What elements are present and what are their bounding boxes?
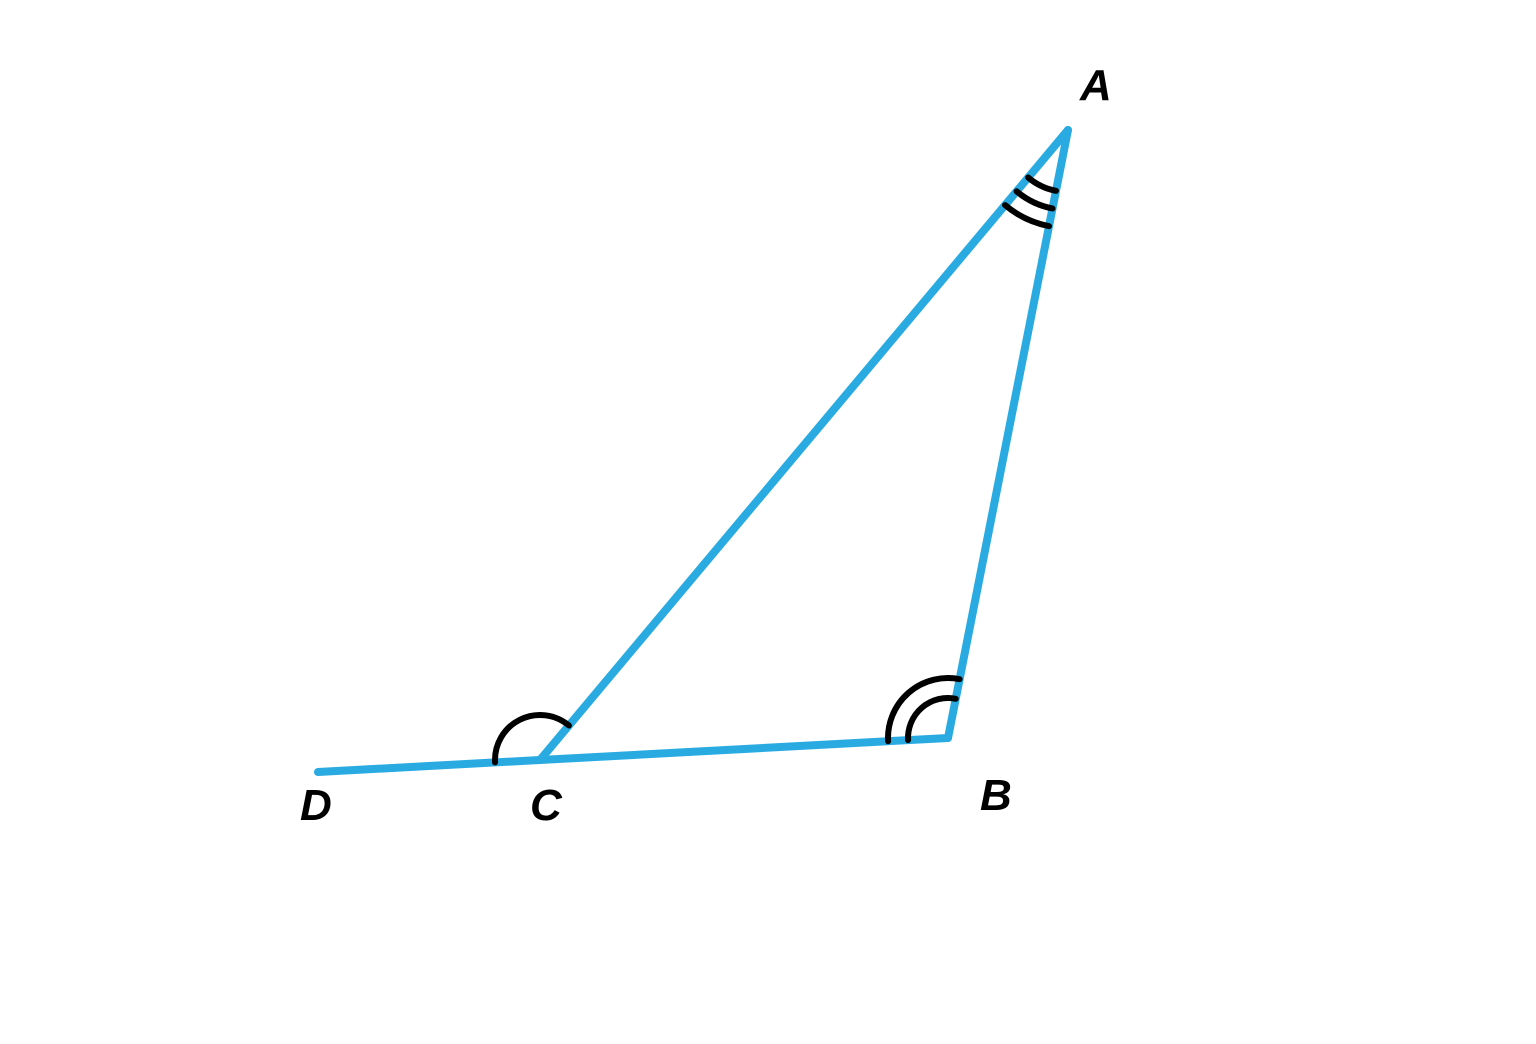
labels-group: A B C D: [300, 61, 1112, 830]
vertex-label-a: A: [1079, 61, 1112, 110]
vertex-label-c: C: [530, 781, 563, 830]
segment: [948, 130, 1068, 738]
segment: [540, 130, 1068, 760]
vertex-label-d: D: [300, 781, 332, 830]
geometry-diagram: A B C D: [0, 0, 1536, 1044]
angle-arc: [1017, 191, 1053, 208]
angle-marks-group: [495, 178, 1056, 763]
vertex-label-b: B: [980, 771, 1012, 820]
segment: [318, 760, 540, 772]
angle-arc: [1028, 178, 1056, 191]
